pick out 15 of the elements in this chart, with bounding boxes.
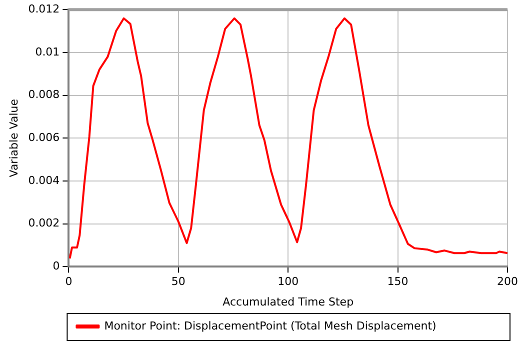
legend-label: Monitor Point: DisplacementPoint (Total Mesh Displacement) [104,319,436,332]
y-tick-label: 0.006 [28,130,60,144]
x-tick-label: 100 [278,275,299,288]
x-tick-label: 150 [387,275,408,288]
y-tick-label: 0.002 [28,216,60,230]
y-tick-label: 0.01 [35,45,60,58]
y-tick-label: 0.008 [28,88,60,102]
x-axis-title: Accumulated Time Step [222,295,354,308]
y-tick-label: 0.004 [28,174,60,187]
y-tick-label: 0 [52,259,60,272]
y-axis-title: Variable Value [7,98,20,178]
x-tick-label: 0 [65,275,72,288]
x-tick-label: 200 [497,275,518,288]
y-tick-label: 0.012 [28,2,60,16]
x-tick-label: 50 [171,275,186,288]
